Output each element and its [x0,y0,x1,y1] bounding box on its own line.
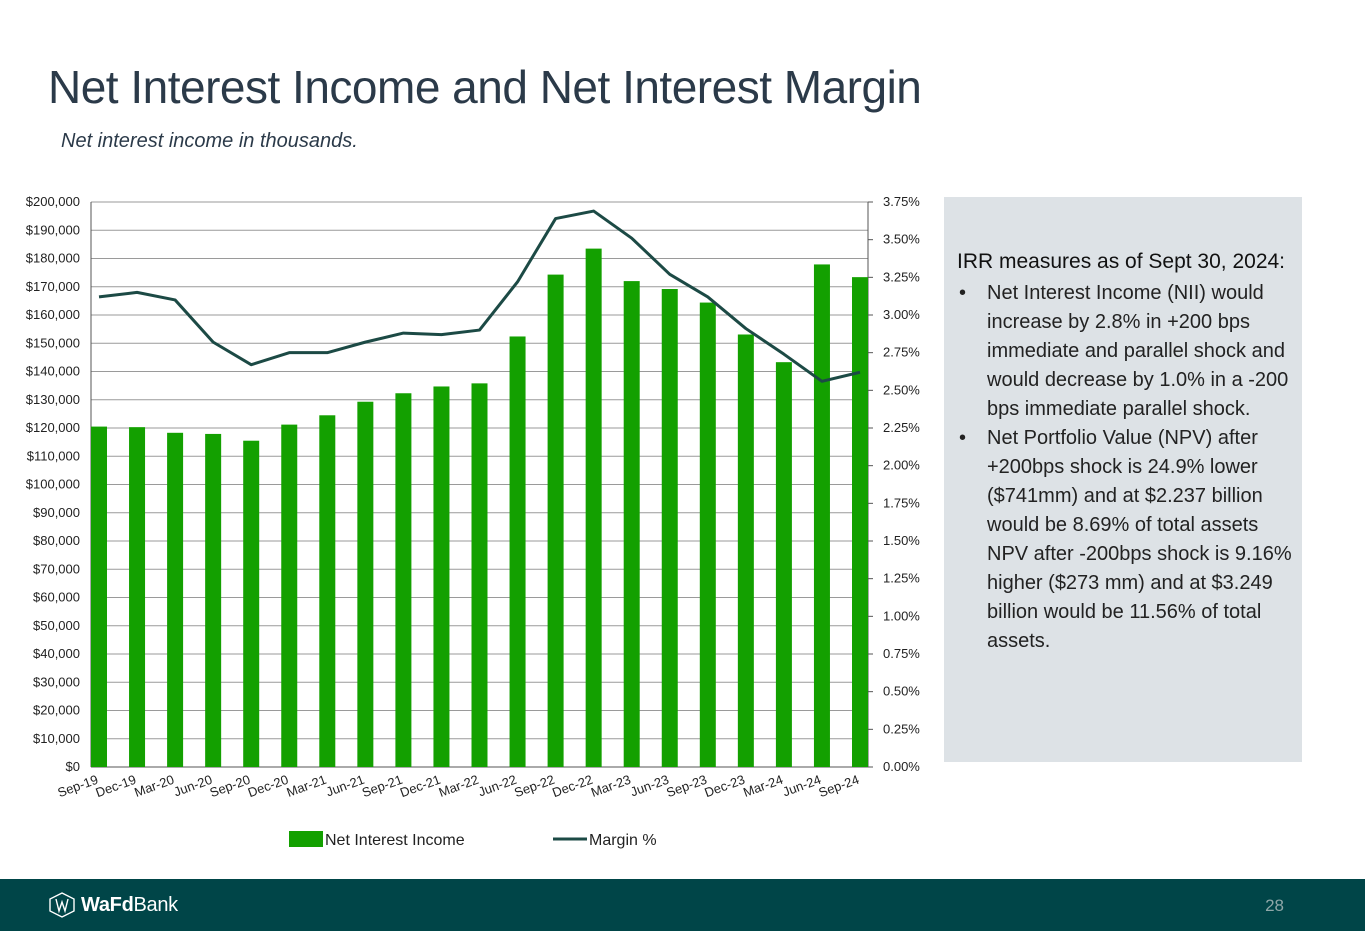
page-title: Net Interest Income and Net Interest Mar… [48,61,922,113]
y-right-tick-label: 2.50% [883,382,920,397]
page-subtitle: Net interest income in thousands. [61,130,358,152]
legend-label-net-interest-income: Net Interest Income [325,832,465,849]
bar-net-interest-income [661,289,678,767]
irr-bullet-text: Net Portfolio Value (NPV) after +200bps … [987,427,1292,652]
y-left-tick-label: $180,000 [26,251,80,266]
irr-bullet-item: • Net Interest Income (NII) would increa… [957,279,1297,424]
bar-net-interest-income [775,362,792,767]
bar-net-interest-income [433,386,450,767]
y-right-tick-label: 1.75% [883,495,920,510]
y-right-tick-label: 2.25% [883,420,920,435]
bar-net-interest-income [813,264,830,767]
y-left-tick-label: $60,000 [33,590,80,605]
y-right-tick-label: 0.75% [883,646,920,661]
y-left-tick-label: $190,000 [26,222,80,237]
y-left-tick-label: $170,000 [26,279,80,294]
y-right-tick-label: 3.00% [883,307,920,322]
y-left-tick-label: $90,000 [33,505,80,520]
bar-net-interest-income [281,424,298,767]
y-left-tick-label: $80,000 [33,533,80,548]
irr-bullet-text: Net Interest Income (NII) would increase… [987,282,1289,420]
bar-net-interest-income [547,274,564,767]
line-margin-percent [98,209,861,383]
bar-net-interest-income [471,383,488,767]
page-number: 28 [1265,896,1284,915]
bar-net-interest-income [699,302,716,767]
x-tick-label: Mar-20 [132,772,176,800]
bar-net-interest-income [509,336,526,767]
bar-net-interest-income [91,426,107,767]
bar-net-interest-income [395,393,412,767]
x-tick-label: Mar-21 [284,772,328,800]
bar-net-interest-income [623,281,640,767]
y-left-tick-label: $100,000 [26,477,80,492]
bar-net-interest-income [205,433,222,767]
logo-wordmark: WaFdBank [81,893,178,916]
y-left-tick-label: $120,000 [26,420,80,435]
irr-bullet-item: • Net Portfolio Value (NPV) after +200bp… [957,424,1297,656]
y-right-tick-label: 3.25% [883,269,920,284]
y-left-tick-label: $110,000 [27,448,80,463]
y-right-tick-label: 3.50% [883,232,920,247]
bar-net-interest-income [357,401,374,767]
y-right-tick-label: 0.50% [883,684,920,699]
y-right-tick-label: 3.75% [883,194,920,209]
bar-net-interest-income [167,432,184,767]
y-left-tick-label: $160,000 [26,307,80,322]
irr-heading: IRR measures as of Sept 30, 2024: [957,250,1286,273]
x-tick-label: Mar-22 [437,772,481,800]
y-left-tick-label: $130,000 [26,392,80,407]
y-left-tick-label: $20,000 [33,703,80,718]
bar-net-interest-income [319,415,336,767]
irr-bullet-list: • Net Interest Income (NII) would increa… [957,279,1297,656]
x-tick-label: Mar-24 [741,772,785,800]
wafd-emblem-icon [49,892,75,918]
y-right-tick-label: 1.50% [883,533,920,548]
bar-net-interest-income [129,427,146,767]
y-left-tick-label: $30,000 [33,674,80,689]
y-right-tick-label: 1.25% [883,571,920,586]
bar-net-interest-income [585,248,602,768]
irr-panel [944,197,1302,762]
y-left-tick-label: $0 [66,759,80,774]
y-left-tick-label: $50,000 [33,618,80,633]
y-left-tick-label: $40,000 [33,646,80,661]
legend-label-margin: Margin % [589,832,657,849]
y-right-tick-label: 0.00% [883,759,920,774]
y-left-tick-label: $140,000 [26,364,80,379]
bullet-icon: • [959,427,967,449]
y-right-tick-label: 2.00% [883,458,920,473]
legend-swatch-net-interest-income [289,831,323,847]
nii-margin-chart: $0 $10,000 $20,000 $30,000 $40,000 $50,000 $60… [26,194,921,849]
y-left-tick-label: $70,000 [33,561,80,576]
x-tick-label: Mar-23 [589,772,633,800]
footer-bar: WaFdBank 28 [0,879,1365,931]
y-right-tick-label: 2.75% [883,345,920,360]
y-left-tick-label: $10,000 [33,731,80,746]
bullet-icon: • [959,282,967,304]
bar-net-interest-income [243,440,260,767]
y-left-tick-label: $150,000 [26,335,80,350]
y-right-tick-label: 0.25% [883,721,920,736]
x-tick-label: Sep-24 [817,772,862,800]
bar-net-interest-income [737,334,754,767]
y-left-tick-label: $200,000 [26,194,80,209]
wafd-logo[interactable]: WaFdBank [47,891,178,919]
y-right-tick-label: 1.00% [883,608,920,623]
bar-net-interest-income [852,277,868,767]
